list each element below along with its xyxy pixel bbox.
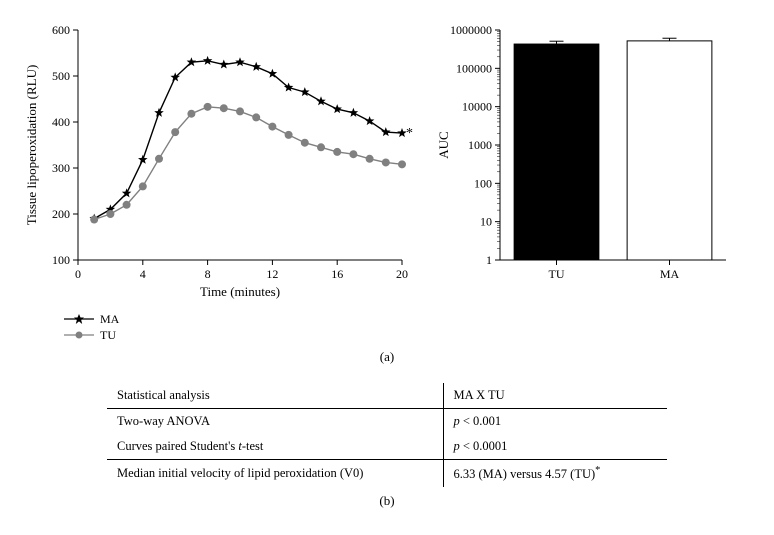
svg-text:Tissue lipoperoxidation (RLU): Tissue lipoperoxidation (RLU) [24,65,39,226]
legend-item-tu: TU [64,327,420,343]
svg-text:8: 8 [205,267,211,281]
panel-label-b: (b) [20,493,754,509]
svg-text:AUC: AUC [436,131,451,158]
table-row: Statistical analysis MA X TU [107,383,667,409]
legend: MA TU [64,311,420,343]
svg-text:10000: 10000 [462,100,492,114]
stats-cell: p < 0.0001 [443,434,667,460]
stats-header-left: Statistical analysis [107,383,443,409]
svg-text:200: 200 [52,207,70,221]
table-row: Median initial velocity of lipid peroxid… [107,460,667,488]
panel-label-a: (a) [20,349,754,365]
line-chart: 100 200 300 400 500 600 0 4 8 12 16 20 Time (minutes… [20,20,420,343]
table-row: Curves paired Student's t-test p < 0.000… [107,434,667,460]
svg-text:300: 300 [52,161,70,175]
stats-cell: p < 0.001 [443,409,667,435]
svg-text:MA: MA [660,267,680,281]
legend-label-ma: MA [100,312,119,327]
svg-text:10: 10 [480,215,492,229]
legend-marker-tu [64,335,94,336]
stats-cell: Two-way ANOVA [107,409,443,435]
svg-text:12: 12 [266,267,278,281]
stats-cell: Median initial velocity of lipid peroxid… [107,460,443,488]
svg-text:500: 500 [52,69,70,83]
svg-text:TU: TU [549,267,565,281]
svg-text:1000000: 1000000 [450,23,492,37]
svg-text:100: 100 [52,253,70,267]
svg-text:1000: 1000 [468,138,492,152]
legend-marker-ma [64,319,94,320]
svg-text:4: 4 [140,267,146,281]
figure-container: 100 200 300 400 500 600 0 4 8 12 16 20 Time (minutes… [20,20,754,509]
svg-text:600: 600 [52,23,70,37]
stats-cell: Curves paired Student's t-test [107,434,443,460]
svg-text:400: 400 [52,115,70,129]
stats-header-right: MA X TU [443,383,667,409]
svg-text:20: 20 [396,267,408,281]
svg-text:0: 0 [75,267,81,281]
stats-cell: 6.33 (MA) versus 4.57 (TU)* [443,460,667,488]
svg-text:1: 1 [486,253,492,267]
panel-a-row: 100 200 300 400 500 600 0 4 8 12 16 20 Time (minutes… [20,20,754,343]
bar-chart-svg: 1 10 100 1000 10000 100000 1000000 AUC TU MA [430,20,740,300]
bar-chart: 1 10 100 1000 10000 100000 1000000 AUC TU MA [430,20,740,305]
legend-label-tu: TU [100,328,116,343]
stats-table: Statistical analysis MA X TU Two-way ANO… [107,383,667,487]
svg-text:100: 100 [474,176,492,190]
legend-item-ma: MA [64,311,420,327]
svg-text:*: * [406,126,413,141]
svg-text:16: 16 [331,267,343,281]
table-row: Two-way ANOVA p < 0.001 [107,409,667,435]
line-chart-svg: 100 200 300 400 500 600 0 4 8 12 16 20 Time (minutes… [20,20,420,300]
svg-text:100000: 100000 [456,61,492,75]
svg-text:Time (minutes): Time (minutes) [200,284,280,299]
